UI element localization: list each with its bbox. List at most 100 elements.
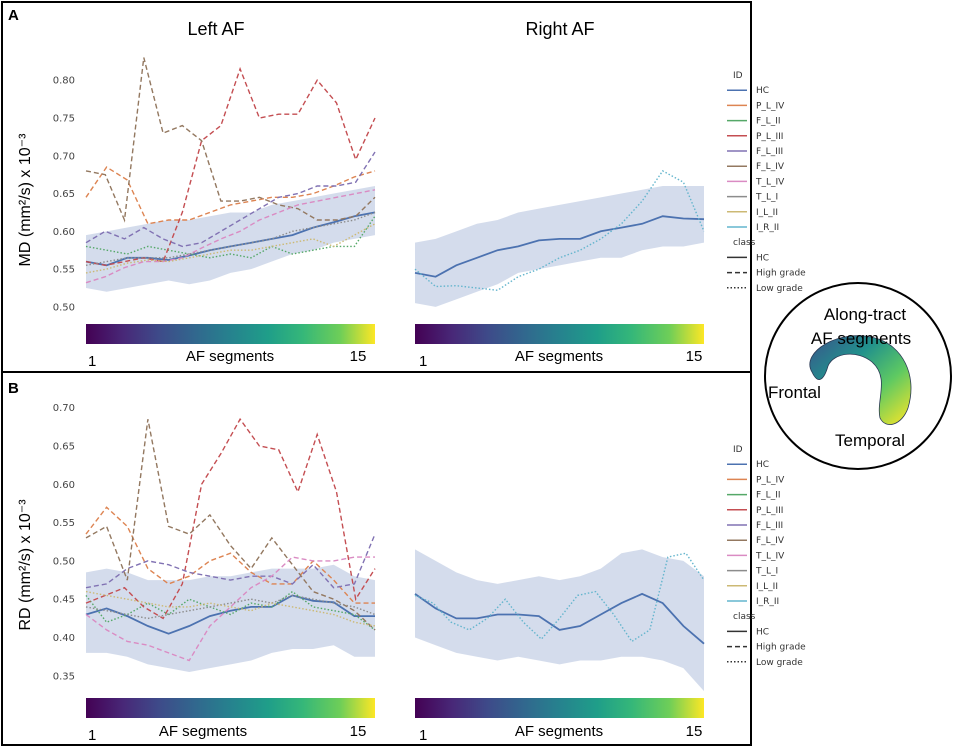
colorbar-b-right-max: 15: [686, 723, 703, 740]
colorbar-b-right-label: AF segments: [515, 723, 603, 740]
colorbar-b-right: [415, 698, 704, 718]
panel-a-frame: [1, 1, 752, 373]
legend-id-title: ID: [733, 445, 743, 455]
colorbar-a-left: [86, 324, 375, 344]
left-hc-band: [86, 186, 375, 292]
colorbar-a-right: [415, 324, 704, 344]
series-line-I_L_II: [85, 223, 376, 274]
inset-title-line2: AF segments: [811, 329, 911, 348]
y-tick-label: 0.40: [53, 633, 75, 644]
series-line-T_L_IV: [85, 556, 375, 662]
y-tick-label: 0.80: [53, 76, 75, 87]
colorbar-a-left-min: 1: [88, 353, 96, 370]
y-tick-label: 0.55: [53, 265, 75, 276]
series-line-HC: [85, 211, 376, 267]
right-hc-band: [415, 549, 704, 692]
legend-label-F_L_III: F_L_III: [756, 521, 783, 531]
panel-a-plots: 0.50 0.55 0.60 0.65 0.70 0.75 0.80: [53, 57, 705, 313]
series-line-P_L_IV: [85, 166, 376, 225]
legend-label-I_R_II: I_R_II: [756, 597, 779, 607]
series-line-F_L_III: [85, 151, 376, 248]
series-line-HC: [414, 215, 705, 278]
y-tick-label: 0.60: [53, 480, 75, 491]
series-line-I_R_II: [414, 552, 705, 643]
legend-label-P_L_III: P_L_III: [756, 132, 783, 142]
inset-temporal-label: Temporal: [835, 431, 905, 450]
legend-label-P_L_III: P_L_III: [756, 506, 783, 516]
legend-label-I_L_II: I_L_II: [756, 208, 778, 218]
y-tick-label: 0.70: [53, 151, 75, 162]
panel-a-label: A: [8, 7, 19, 24]
series-line-F_L_III: [85, 533, 376, 589]
legend-class-label: Low grade: [756, 658, 803, 668]
legend-class-label: HC: [756, 627, 769, 637]
series-line-P_L_IV: [85, 506, 375, 604]
panel-a-right-title: Right AF: [525, 19, 594, 39]
colorbar-a-right-max: 15: [686, 348, 703, 365]
legend-label-P_L_IV: P_L_IV: [756, 101, 785, 111]
legend-class-label: High grade: [756, 643, 806, 653]
colorbar-b-left: [86, 698, 375, 718]
af-tract-shape: [809, 335, 912, 425]
series-line-F_L_II: [85, 215, 376, 259]
legend-a: ID HC P_L_IV F_L_II P_L_III F_L_III F_L_IV T_L_…: [727, 71, 806, 294]
y-tick-label: 0.65: [53, 189, 75, 200]
y-tick-label: 0.50: [53, 556, 75, 567]
inset-title-line1: Along-tract: [824, 305, 906, 324]
series-line-I_L_II: [85, 590, 376, 627]
legend-label-HC: HC: [756, 460, 769, 470]
legend-class-label: HC: [756, 253, 769, 263]
panel-b-ylabel: RD (mm²/s) x 10⁻³: [17, 499, 34, 631]
inset-frontal-label: Frontal: [768, 383, 821, 402]
legend-class-label: Low grade: [756, 284, 803, 294]
legend-label-I_L_II: I_L_II: [756, 582, 778, 592]
legend-label-T_L_I: T_L_I: [755, 193, 778, 203]
colorbar-a-left-label: AF segments: [186, 348, 274, 365]
inset-circle: [764, 282, 952, 470]
legend-label-F_L_IV: F_L_IV: [756, 162, 785, 172]
colorbar-b-left-min: 1: [88, 727, 96, 744]
panel-b-label: B: [8, 380, 19, 397]
series-line-T_L_I: [85, 594, 376, 620]
y-tick-label: 0.35: [53, 671, 75, 682]
legend-label-P_L_IV: P_L_IV: [756, 475, 785, 485]
series-line-P_L_III: [85, 417, 376, 620]
series-line-HC: [414, 592, 705, 645]
y-tick-label: 0.65: [53, 441, 75, 452]
legend-label-T_L_I: T_L_I: [755, 567, 778, 577]
y-tick-label: 0.60: [53, 227, 75, 238]
legend-label-F_L_III: F_L_III: [756, 147, 783, 157]
panel-a-ylabel: MD (mm²/s) x 10⁻³: [17, 133, 34, 267]
colorbar-b-right-min: 1: [419, 727, 427, 744]
legend-label-T_L_IV: T_L_IV: [755, 177, 785, 187]
panel-b-frame: [1, 371, 752, 746]
series-line-T_L_I: [85, 211, 376, 266]
panel-a-left-title: Left AF: [187, 19, 244, 39]
y-tick-label: 0.70: [53, 403, 75, 414]
y-tick-label: 0.55: [53, 518, 75, 529]
legend-label-F_L_II: F_L_II: [756, 117, 781, 127]
colorbar-a-left-max: 15: [350, 348, 367, 365]
legend-class-title: class: [733, 612, 756, 622]
legend-label-T_L_IV: T_L_IV: [755, 551, 785, 561]
left-hc-band: [86, 564, 375, 673]
inset-af-diagram: Along-tract AF segments Frontal Temporal: [764, 282, 952, 470]
series-line-F_L_II: [85, 590, 376, 631]
colorbar-a-right-label: AF segments: [515, 348, 603, 365]
colorbar-b-left-label: AF segments: [159, 723, 247, 740]
series-line-F_L_IV: [85, 57, 376, 223]
y-tick-label: 0.45: [53, 595, 75, 606]
colorbar-a-right-min: 1: [419, 353, 427, 370]
right-hc-band: [415, 186, 704, 307]
panel-b-plots: 0.35 0.40 0.45 0.50 0.55 0.60 0.65 0.70: [53, 403, 705, 692]
legend-label-F_L_II: F_L_II: [756, 491, 781, 501]
y-tick-label: 0.75: [53, 114, 75, 125]
series-line-P_L_III: [85, 66, 376, 267]
series-line-T_L_IV: [85, 189, 376, 284]
legend-label-F_L_IV: F_L_IV: [756, 536, 785, 546]
legend-b: ID HC P_L_IV F_L_II P_L_III F_L_III F_L_IV T_L_…: [727, 445, 806, 668]
y-tick-label: 0.50: [53, 302, 75, 313]
legend-class-title: class: [733, 238, 756, 248]
legend-label-HC: HC: [756, 86, 769, 96]
